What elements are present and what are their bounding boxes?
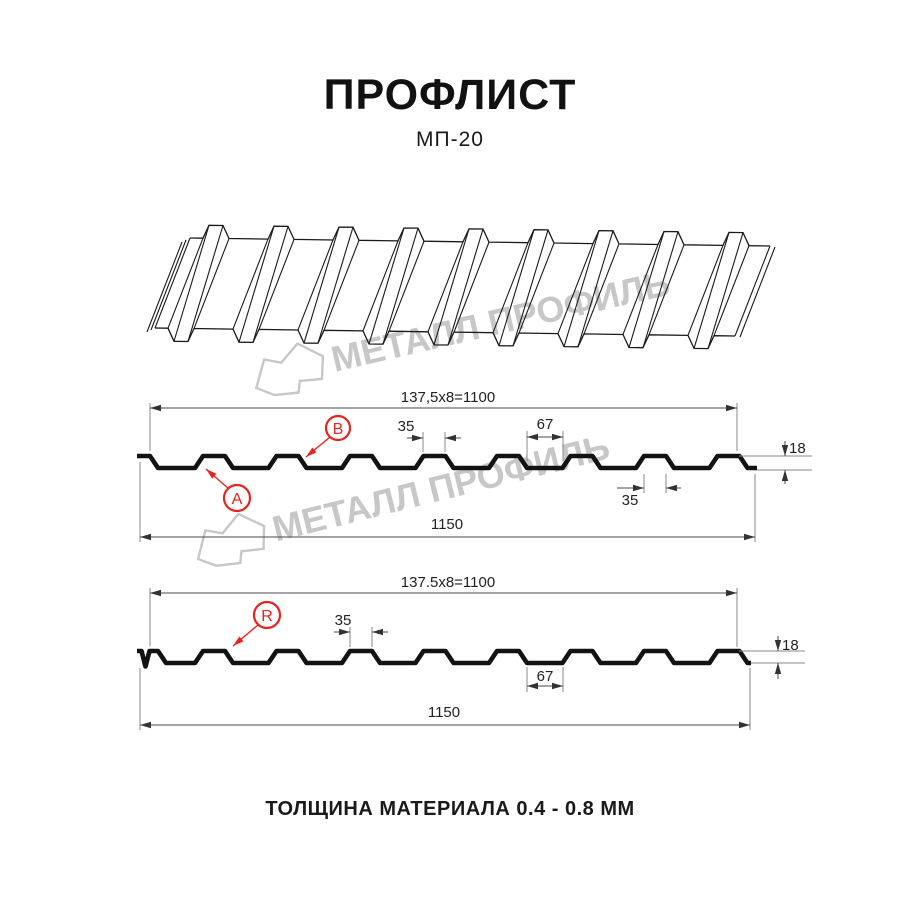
- dim-label: R: [261, 608, 273, 625]
- dim-label: 18: [789, 440, 806, 457]
- page-title: ПРОФЛИСТ: [323, 71, 577, 119]
- arrowhead: [306, 447, 317, 457]
- arrowhead: [445, 434, 456, 442]
- thickness-note: ТОЛЩИНА МАТЕРИАЛА 0.4 - 0.8 ММ: [265, 798, 635, 820]
- arrowhead: [552, 433, 563, 441]
- dim-label: 18: [782, 637, 799, 654]
- arrowhead: [774, 663, 782, 674]
- arrowhead: [744, 533, 755, 541]
- dim-total-width: 1150: [139, 668, 751, 730]
- dim-valley: 67: [526, 667, 564, 692]
- dim-label: МЕТАЛЛ ПРОФИЛЬ: [327, 262, 673, 380]
- dim-label: A: [232, 491, 243, 508]
- arrowhead: [726, 589, 737, 597]
- metal-profile-logo-icon: [196, 512, 266, 568]
- arrowhead: [372, 628, 383, 636]
- dim-label: 137,5x8=1100: [401, 389, 495, 406]
- product-code: МП-20: [416, 128, 484, 151]
- dim-rib-top: 35: [334, 612, 388, 647]
- dim-label: 67: [537, 668, 554, 685]
- dim-rib-top: 35: [398, 418, 461, 452]
- dim-label: 35: [622, 492, 639, 509]
- profile-section-1: 137,5x8=1100 1150 35 67 35 18 A B: [137, 389, 812, 542]
- callout-r: R: [232, 600, 282, 647]
- sheet-3d-drawing: [146, 224, 776, 350]
- sheet-front-edge: [154, 327, 736, 350]
- profile-outline: [137, 453, 757, 471]
- callout-a: A: [205, 468, 252, 513]
- arrowhead: [527, 433, 538, 441]
- dim-label: 35: [335, 612, 352, 629]
- arrowhead: [206, 469, 217, 479]
- callout-circle: [222, 483, 252, 513]
- watermark-brand-2: МЕТАЛЛ ПРОФИЛЬ: [196, 426, 614, 568]
- arrowhead: [150, 589, 161, 597]
- watermark-brand-1: МЕТАЛЛ ПРОФИЛЬ: [254, 262, 674, 397]
- dim-working-width: 137.5x8=1100: [149, 574, 738, 647]
- dim-label: B: [333, 421, 344, 438]
- dim-label: 1150: [428, 704, 460, 721]
- arrowhead: [552, 682, 563, 690]
- dim-total-width: 1150: [139, 462, 756, 542]
- dim-height: 18: [739, 440, 812, 484]
- profile-section-2: 137.5x8=1100 1150 35 67 18 R: [137, 574, 805, 730]
- arrowhead: [739, 721, 750, 729]
- callout-circle: [252, 600, 282, 630]
- dim-label: 1150: [431, 516, 463, 533]
- arrowhead: [726, 404, 737, 412]
- arrowhead: [527, 682, 538, 690]
- dim-label: 137.5x8=1100: [401, 574, 495, 591]
- arrowhead: [339, 628, 350, 636]
- sheet-back-edge: [189, 224, 771, 247]
- arrowhead: [412, 434, 423, 442]
- arrowhead: [140, 721, 151, 729]
- dim-rib-top-2: 35: [617, 474, 681, 509]
- dim-working-width: 137,5x8=1100: [149, 389, 738, 451]
- profile-outline: [137, 648, 751, 669]
- arrowhead: [150, 404, 161, 412]
- dim-label: 67: [537, 416, 554, 433]
- dim-valley: 67: [526, 416, 564, 461]
- metal-profile-logo-icon: [254, 342, 325, 397]
- arrowhead: [666, 484, 677, 492]
- arrowhead: [781, 445, 789, 456]
- arrowhead: [140, 533, 151, 541]
- callout-circle: [324, 414, 352, 442]
- arrowhead: [233, 636, 244, 646]
- dim-label: 35: [398, 418, 415, 435]
- dim-height: 18: [739, 636, 805, 679]
- arrowhead: [781, 470, 789, 481]
- callout-b: B: [305, 414, 352, 458]
- arrowhead: [633, 484, 644, 492]
- arrowhead: [774, 640, 782, 651]
